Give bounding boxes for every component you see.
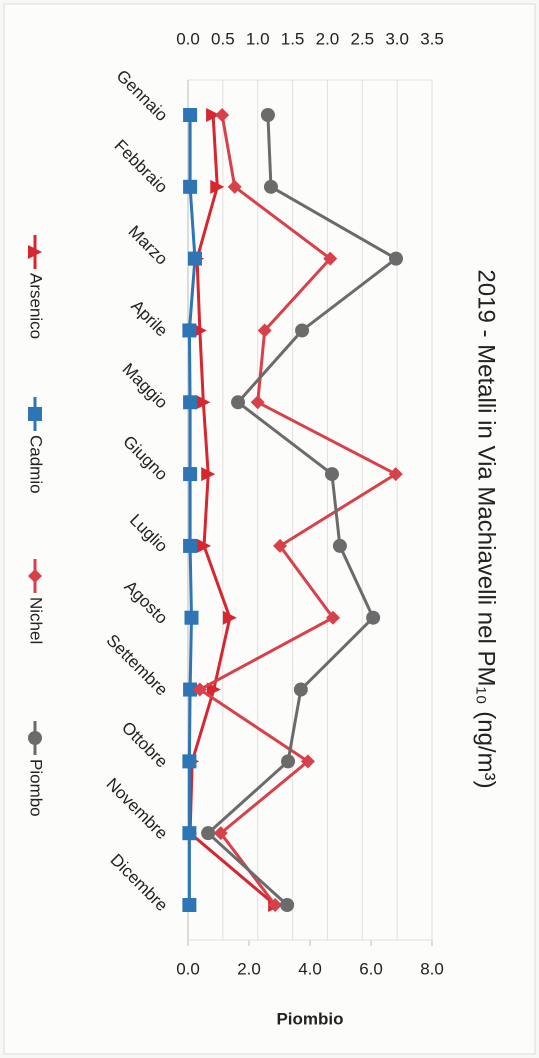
legend-label: Arsenico [27,273,46,339]
series-line [188,114,277,907]
marker [324,467,339,482]
marker [263,179,278,194]
marker [323,251,338,266]
legend-marker [28,407,42,421]
marker [300,754,315,769]
legend-marker [28,569,42,583]
marker [182,323,197,338]
series-line [205,114,399,907]
y2-tick-label: 8.0 [420,959,444,978]
marker [332,538,347,553]
y-tick-label: 0.5 [211,29,235,48]
y-tick-label: 1.5 [281,29,305,48]
marker [182,754,197,769]
marker [231,395,246,410]
y2-axis-title: Piombio [276,1009,343,1028]
marker [183,538,198,553]
marker [273,538,288,553]
marker [215,108,230,122]
marker [281,754,296,769]
marker [184,610,199,625]
marker [295,323,310,338]
marker [280,898,295,912]
marker [227,179,242,194]
marker [206,682,221,697]
marker [293,682,308,697]
legend-marker [28,245,42,259]
marker [183,108,198,122]
chart-title: 2019 - Metalli in Via Machiavelli nel PM… [473,269,500,788]
y-tick-label: 1.0 [246,29,270,48]
marker [388,467,403,482]
marker [260,108,275,122]
marker [197,538,212,553]
legend-label: Nichel [27,597,46,644]
marker [183,682,198,697]
marker [326,610,341,625]
y2-tick-label: 4.0 [298,959,322,978]
y-tick-label: 2.0 [316,29,340,48]
marker [389,251,404,266]
y2-tick-label: 2.0 [237,959,261,978]
marker [250,395,265,410]
marker [213,826,228,841]
marker [182,898,197,912]
marker [366,610,381,625]
marker [182,826,197,841]
y-tick-label: 3.5 [420,29,444,48]
marker [192,682,207,697]
marker [187,251,202,266]
marker [210,179,225,194]
marker [201,467,216,482]
marker [268,898,283,912]
marker [206,108,221,122]
marker [257,323,272,338]
y-tick-label: 3.0 [385,29,409,48]
legend-marker [28,731,42,745]
marker [222,610,237,625]
marker [196,395,211,410]
series-line [187,115,197,905]
y2-tick-label: 6.0 [359,959,383,978]
marker [183,467,198,482]
series-line [196,114,399,906]
marker [201,826,216,841]
y-tick-label: 0.0 [176,29,200,48]
marker [183,395,198,410]
marker [183,179,198,194]
y2-tick-label: 0.0 [176,959,200,978]
y-tick-label: 2.5 [350,29,374,48]
legend-label: Piombo [27,759,46,817]
legend-label: Cadmio [27,435,46,494]
